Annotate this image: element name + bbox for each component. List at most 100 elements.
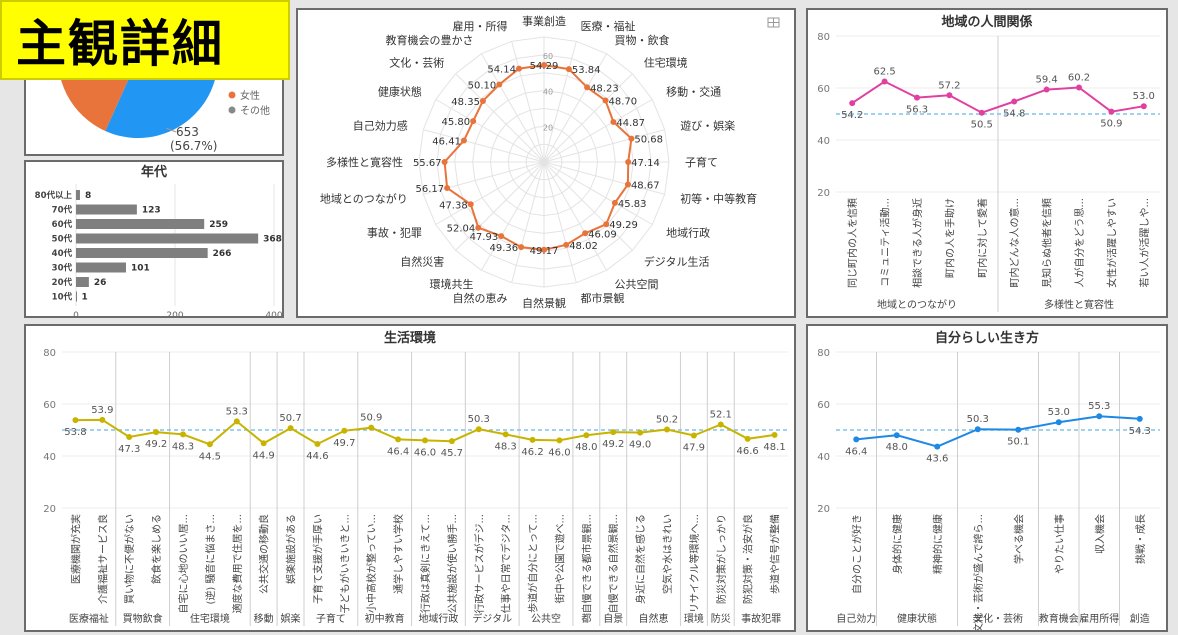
radar-spoke (543, 161, 607, 271)
radar-spoke (423, 161, 545, 195)
data-label: 45.83 (618, 199, 647, 210)
leader-line (165, 127, 177, 133)
radar-spoke (543, 161, 665, 195)
data-label: 53.9 (91, 405, 113, 416)
data-label: 62.5 (873, 67, 895, 78)
data-label: 54.29 (530, 61, 559, 72)
group-label: 初中教育 (365, 612, 405, 625)
data-label: 50.9 (1100, 119, 1122, 130)
data-point (853, 436, 860, 443)
radar-spoke (511, 161, 545, 283)
group-label: 自己効力 (836, 612, 876, 625)
age-bar-chart: 年代 0 200 400 80代以上 8 70代 123 60代 259 50代 368 40代 266 3… (35, 164, 283, 321)
data-point (914, 94, 920, 101)
data-label: 48.3 (495, 441, 517, 452)
radar-spoke (511, 41, 545, 163)
data-point (934, 443, 941, 450)
data-point (744, 435, 751, 442)
page-badge: 主観詳細 (0, 0, 290, 80)
radial-tick-label: 20 (543, 123, 553, 132)
group-label: 地域とのつながり (877, 298, 957, 311)
data-label: 48.1 (763, 442, 785, 453)
data-point (946, 92, 953, 99)
bar (76, 190, 80, 200)
data-point (529, 436, 536, 443)
radar-spoke (435, 161, 545, 225)
selfway-line-chart: 自分らしい生き方 20 40 60 80 自己効力 健康状態 文化・芸術 教育機会 雇用所得 創造 自… (817, 330, 1160, 633)
radar-point (582, 230, 589, 237)
data-point (502, 431, 509, 438)
radar-spoke (543, 99, 653, 163)
data-label: 46.2 (521, 447, 543, 458)
category-label: 相談できる人が身近 (911, 198, 924, 288)
radar-point (563, 241, 570, 248)
data-label: 44.9 (253, 450, 275, 461)
radar-axis-label: 事業創造 (522, 14, 566, 28)
tick-label: 400 (265, 311, 282, 316)
data-label: 101 (131, 264, 150, 274)
data-point (893, 432, 900, 439)
category-label: 町内の人を手助け (943, 198, 956, 278)
category-label: 子どもがいきいきと... (338, 514, 351, 614)
radar-spoke (481, 161, 545, 271)
selfway-panel: 自分らしい生き方 20 40 60 80 自己効力 健康状態 文化・芸術 教育機会 雇用所得 創造 自… (806, 324, 1168, 633)
data-label: 56.3 (906, 105, 928, 116)
chart-title: 自分らしい生き方 (935, 330, 1039, 346)
radar-spoke (543, 129, 665, 163)
radar-spoke (543, 41, 577, 163)
radar-spoke (455, 161, 545, 251)
relations-panel: 地域の人間関係 20 40 60 80 地域とのつながり 多様性と寛容性 同じ町内の人を信頼 コ… (806, 8, 1168, 318)
radial-tick-label: 40 (543, 88, 553, 97)
data-point (1076, 84, 1082, 91)
data-label: 49.29 (609, 220, 638, 231)
data-label: 45.7 (441, 448, 463, 459)
data-label: 46.0 (414, 447, 436, 458)
category-label: 50代 (52, 234, 73, 245)
radar-point (467, 201, 474, 208)
data-point (180, 431, 186, 438)
category-label: 空気や水はきれい (661, 514, 674, 594)
category-label: 80代以上 (35, 190, 73, 201)
tick-label: 60 (817, 400, 830, 411)
group-label: 防災 (711, 612, 731, 625)
data-label: 57.2 (938, 80, 960, 91)
category-label: (逆) 騒音に悩まさ... (204, 514, 217, 605)
radar-point (628, 135, 635, 142)
radar-spoke (543, 73, 633, 163)
category-label: 自慢できる自然景観... (607, 514, 620, 613)
data-point (1096, 413, 1103, 420)
data-label: 50.9 (360, 413, 382, 424)
group-label: 教育機会 (1039, 612, 1079, 625)
data-point (260, 440, 267, 447)
data-label: 46.6 (737, 446, 759, 457)
data-label: 50.1 (1007, 437, 1029, 448)
radar-point (498, 233, 505, 240)
category-label: 自分のことが好き (850, 514, 863, 594)
data-point (1043, 86, 1050, 93)
tick-label: 40 (817, 452, 830, 463)
category-label: 精神的に健康 (931, 514, 944, 574)
radar-point (441, 159, 448, 165)
category-label: 女性が活躍しやすい (1105, 198, 1118, 288)
data-label: 46.4 (387, 446, 409, 457)
data-label: 52.04 (447, 224, 476, 235)
data-label: 49.17 (530, 246, 559, 257)
data-label: 50.2 (656, 414, 678, 425)
data-label: 48.67 (631, 180, 660, 191)
data-label: 26 (94, 278, 107, 288)
legend-label: その他 (240, 104, 270, 117)
radar-axis-label: 自然景観 (522, 296, 566, 310)
category-label: 防犯対策・治安が良 (742, 514, 755, 604)
tick-label: 60 (817, 84, 830, 95)
group-label: 地域行政 (418, 612, 458, 625)
data-point (664, 426, 670, 433)
radar-axis-label: 地域とのつながり (320, 191, 408, 205)
category-label: 通学しやすい学校 (392, 514, 405, 594)
data-label: 55.3 (1088, 401, 1110, 412)
category-label: 70代 (52, 205, 73, 216)
group-label: 自景 (603, 612, 623, 625)
data-label: 46.09 (588, 229, 617, 240)
data-point (1055, 419, 1062, 426)
data-label: 48.23 (590, 83, 619, 94)
category-label: 文化・芸術が盛んで誇ら... (972, 514, 985, 630)
